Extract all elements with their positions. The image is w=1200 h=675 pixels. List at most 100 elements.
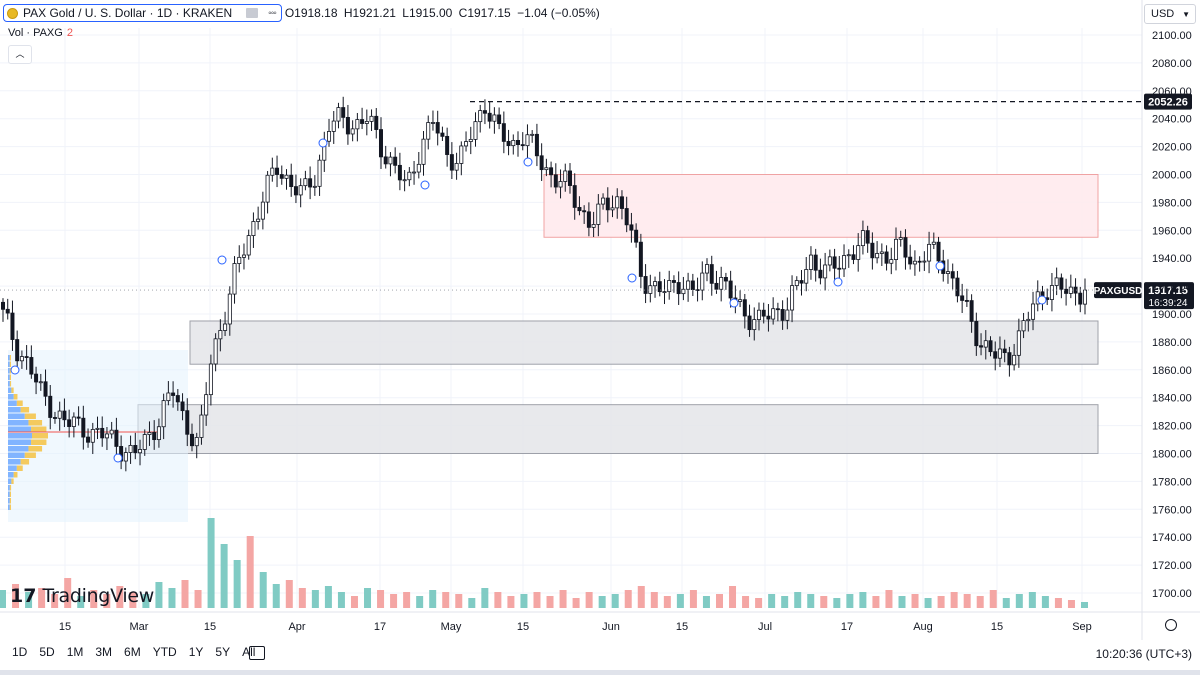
candle-body — [851, 254, 856, 260]
candle-body — [823, 264, 828, 279]
volume-bar — [442, 592, 450, 608]
candle-body — [421, 138, 426, 165]
event-marker-icon — [935, 261, 945, 271]
event-marker-icon — [523, 157, 533, 167]
volume-bar — [168, 588, 176, 608]
range-5d[interactable]: 5D — [39, 645, 55, 659]
x-tick-label: 15 — [676, 621, 688, 633]
candle-body — [997, 348, 1002, 359]
candle-body — [468, 138, 473, 142]
profile-bar — [8, 498, 10, 504]
range-ytd[interactable]: YTD — [152, 645, 177, 659]
candle-body — [785, 309, 790, 321]
candle-body — [605, 197, 610, 211]
candle-body — [1021, 320, 1026, 332]
tradingview-mark-icon: 17 — [10, 585, 37, 607]
volume-bar — [390, 594, 398, 608]
volume-bar — [624, 590, 632, 608]
candle-body — [10, 312, 15, 340]
profile-bar — [9, 491, 11, 497]
low-value: L1915.00 — [402, 6, 453, 20]
range-1d[interactable]: 1D — [12, 645, 28, 659]
candle-body — [544, 167, 549, 171]
volume-bar — [350, 596, 358, 608]
candle-body — [128, 445, 133, 453]
clock: 10:20:36 (UTC+3) — [1095, 647, 1192, 661]
y-tick-label: 2100.00 — [1152, 30, 1192, 42]
volume-bar — [820, 596, 828, 608]
candle-body — [695, 289, 700, 291]
candle-body — [638, 241, 643, 277]
range-5y[interactable]: 5Y — [215, 645, 231, 659]
profile-bar — [9, 381, 12, 387]
range-6m[interactable]: 6M — [124, 645, 141, 659]
candle-body — [237, 256, 242, 264]
candle-body — [1026, 318, 1031, 322]
gear-icon[interactable] — [1165, 619, 1177, 631]
candle-body — [804, 269, 809, 284]
candle-body — [945, 271, 950, 274]
more-icon[interactable]: ◦◦◦ — [268, 7, 277, 19]
symbol-box[interactable]: PAX Gold / U. S. Dollar · 1D · KRAKEN ◦◦… — [3, 4, 282, 22]
candle-body — [582, 210, 587, 213]
candle-body — [700, 272, 705, 291]
level-price-label: 2052.26 — [1148, 97, 1188, 109]
candle-body — [818, 269, 823, 279]
volume-bar — [116, 586, 124, 608]
collapse-button[interactable]: ︿ — [8, 45, 32, 64]
candle-body — [860, 230, 865, 247]
candle-body — [251, 221, 256, 236]
candle-body — [289, 174, 294, 187]
volume-bar — [455, 594, 463, 608]
candle-body — [440, 132, 445, 137]
event-marker-icon — [217, 255, 227, 265]
volume-bar — [181, 580, 189, 608]
candle-body — [284, 174, 289, 179]
eye-icon[interactable] — [246, 8, 259, 18]
profile-bar — [9, 374, 11, 380]
candle-body — [223, 323, 228, 331]
profile-bar — [32, 433, 48, 439]
volume-bar — [155, 582, 163, 608]
x-tick-label: 15 — [517, 621, 529, 633]
candle-body — [808, 254, 813, 270]
candle-body — [374, 115, 379, 130]
range-1m[interactable]: 1M — [66, 645, 84, 659]
candle-body — [908, 256, 913, 265]
candle-body — [317, 159, 322, 187]
candle-body — [189, 433, 194, 447]
candle-body — [894, 238, 899, 260]
volume-bar — [403, 592, 411, 608]
range-all[interactable]: All — [242, 645, 256, 659]
volume-bar — [585, 592, 593, 608]
profile-bar — [13, 472, 18, 478]
volume-bar — [1067, 600, 1075, 608]
candle-body — [246, 235, 251, 256]
candle-body — [643, 276, 648, 294]
y-tick-label: 1800.00 — [1152, 449, 1192, 461]
y-tick-label: 2080.00 — [1152, 58, 1192, 70]
candle-body — [596, 203, 601, 225]
y-tick-label: 1920.00 — [1152, 281, 1192, 293]
tradingview-logo[interactable]: 17 TradingView — [10, 585, 154, 607]
range-3m[interactable]: 3M — [95, 645, 113, 659]
date-range-icon[interactable] — [249, 646, 265, 660]
volume-bar — [285, 580, 293, 608]
event-marker-icon — [10, 365, 20, 375]
candle-body — [76, 416, 81, 419]
candle-body — [525, 134, 530, 147]
candle-body — [303, 178, 308, 187]
candle-body — [506, 141, 511, 147]
currency-select[interactable]: USD ▼ — [1144, 4, 1196, 24]
range-1y[interactable]: 1Y — [188, 645, 204, 659]
time-axis: 15 Mar 15 Apr 17 May 15 Jun 15 Jul 17 Aug 15 Sep — [0, 611, 1200, 633]
candle-body — [383, 156, 388, 165]
volume-bar — [77, 596, 85, 608]
candle-body — [1073, 286, 1078, 294]
candle-body — [1078, 292, 1083, 305]
volume-legend: Vol · PAXG 2 — [8, 27, 73, 39]
volume-bar — [768, 594, 776, 608]
event-marker-icon — [833, 277, 843, 287]
